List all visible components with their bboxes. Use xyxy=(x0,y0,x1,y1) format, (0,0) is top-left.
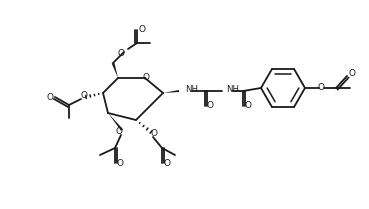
Text: NH: NH xyxy=(185,85,198,94)
Text: O: O xyxy=(151,130,158,139)
Polygon shape xyxy=(163,90,179,93)
Text: O: O xyxy=(138,25,145,34)
Text: O: O xyxy=(317,83,324,92)
Text: O: O xyxy=(163,158,170,167)
Polygon shape xyxy=(112,62,118,78)
Text: O: O xyxy=(117,48,124,57)
Text: O: O xyxy=(46,93,54,102)
Polygon shape xyxy=(108,113,123,131)
Text: O: O xyxy=(348,70,355,79)
Text: NH: NH xyxy=(226,85,239,94)
Text: O: O xyxy=(207,102,214,111)
Text: O: O xyxy=(117,158,124,167)
Text: O: O xyxy=(115,127,123,136)
Text: O: O xyxy=(80,92,87,101)
Text: O: O xyxy=(142,73,149,82)
Text: O: O xyxy=(245,102,252,111)
